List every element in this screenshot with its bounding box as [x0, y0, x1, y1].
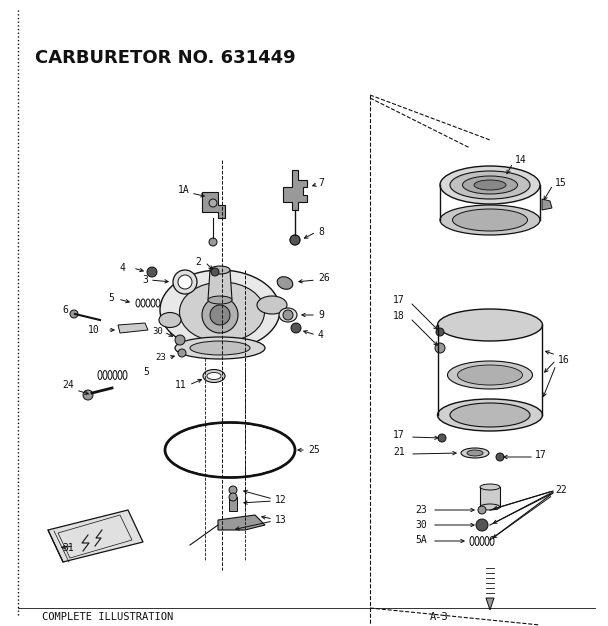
Text: 5A: 5A [415, 535, 427, 545]
Text: 22: 22 [555, 485, 567, 495]
Text: 3: 3 [142, 275, 148, 285]
Text: 12: 12 [275, 495, 287, 505]
Ellipse shape [257, 296, 287, 314]
Circle shape [83, 390, 93, 400]
Ellipse shape [173, 270, 197, 294]
Ellipse shape [179, 282, 264, 342]
Ellipse shape [175, 337, 265, 359]
Circle shape [291, 323, 301, 333]
Circle shape [290, 235, 300, 245]
Circle shape [476, 519, 488, 531]
Text: 17: 17 [535, 450, 547, 460]
Text: 23: 23 [415, 505, 427, 515]
Ellipse shape [461, 448, 489, 458]
Text: 4: 4 [120, 263, 126, 273]
Ellipse shape [207, 372, 221, 379]
Ellipse shape [440, 166, 540, 204]
Ellipse shape [210, 266, 230, 274]
Ellipse shape [480, 484, 500, 490]
Text: 15: 15 [555, 178, 567, 188]
Ellipse shape [440, 205, 540, 235]
Ellipse shape [452, 209, 528, 231]
Text: 21: 21 [393, 447, 405, 457]
Circle shape [438, 434, 446, 442]
Text: 6: 6 [62, 305, 68, 315]
Circle shape [209, 238, 217, 246]
Text: 17: 17 [393, 430, 405, 440]
Text: 7: 7 [318, 178, 324, 188]
Ellipse shape [463, 176, 517, 194]
Text: 5: 5 [143, 367, 149, 377]
Text: 1A: 1A [178, 185, 190, 195]
Ellipse shape [178, 275, 192, 289]
Text: 18: 18 [393, 311, 405, 321]
Circle shape [202, 297, 238, 333]
Polygon shape [542, 199, 552, 210]
Ellipse shape [203, 369, 225, 382]
Text: 17: 17 [393, 295, 405, 305]
Ellipse shape [167, 424, 292, 476]
Circle shape [147, 267, 157, 277]
Polygon shape [208, 270, 232, 300]
Text: 23: 23 [155, 354, 166, 362]
Circle shape [435, 343, 445, 353]
Text: 4: 4 [318, 330, 324, 340]
Circle shape [210, 305, 230, 325]
Circle shape [70, 310, 78, 318]
Text: 11: 11 [175, 380, 187, 390]
Polygon shape [202, 192, 225, 218]
Circle shape [478, 506, 486, 514]
Circle shape [496, 453, 504, 461]
Bar [480, 487, 500, 507]
Text: 25: 25 [308, 445, 320, 455]
Ellipse shape [450, 171, 530, 199]
Text: 13: 13 [275, 515, 287, 525]
Polygon shape [218, 515, 265, 530]
Polygon shape [486, 598, 494, 610]
Ellipse shape [190, 341, 250, 355]
Circle shape [283, 310, 293, 320]
Circle shape [209, 199, 217, 207]
Circle shape [175, 335, 185, 345]
Circle shape [211, 268, 219, 276]
Ellipse shape [160, 270, 280, 350]
Ellipse shape [438, 399, 542, 431]
Circle shape [178, 349, 186, 357]
Circle shape [229, 493, 237, 501]
Text: A-3: A-3 [430, 612, 449, 622]
Ellipse shape [450, 403, 530, 427]
Circle shape [290, 235, 300, 245]
Ellipse shape [279, 308, 297, 322]
Text: 9: 9 [318, 310, 324, 320]
Circle shape [229, 486, 237, 494]
Ellipse shape [208, 296, 232, 304]
Ellipse shape [467, 450, 483, 456]
Ellipse shape [438, 309, 542, 341]
Text: 30: 30 [152, 327, 163, 337]
Bar [229, 497, 237, 511]
Text: 24: 24 [62, 380, 74, 390]
Text: 16: 16 [558, 355, 570, 365]
Ellipse shape [474, 180, 506, 190]
Ellipse shape [159, 312, 181, 327]
Polygon shape [283, 170, 307, 210]
Text: 8: 8 [318, 227, 324, 237]
Text: COMPLETE ILLUSTRATION: COMPLETE ILLUSTRATION [42, 612, 173, 622]
Text: 14: 14 [515, 155, 527, 165]
Text: CARBURETOR NO. 631449: CARBURETOR NO. 631449 [35, 49, 295, 67]
Text: 26: 26 [318, 273, 330, 283]
Text: 5: 5 [108, 293, 114, 303]
Polygon shape [118, 323, 148, 333]
Ellipse shape [457, 365, 522, 385]
Text: 2: 2 [195, 257, 201, 267]
Ellipse shape [480, 504, 500, 510]
Ellipse shape [447, 361, 533, 389]
Text: 10: 10 [88, 325, 100, 335]
Text: 30: 30 [415, 520, 427, 530]
Circle shape [436, 328, 444, 336]
Polygon shape [48, 510, 143, 562]
Ellipse shape [277, 277, 293, 289]
Text: 31: 31 [62, 543, 74, 553]
